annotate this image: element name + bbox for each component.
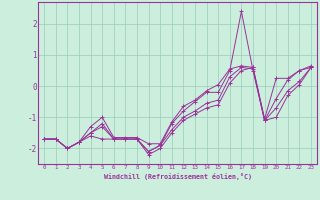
X-axis label: Windchill (Refroidissement éolien,°C): Windchill (Refroidissement éolien,°C): [104, 173, 252, 180]
